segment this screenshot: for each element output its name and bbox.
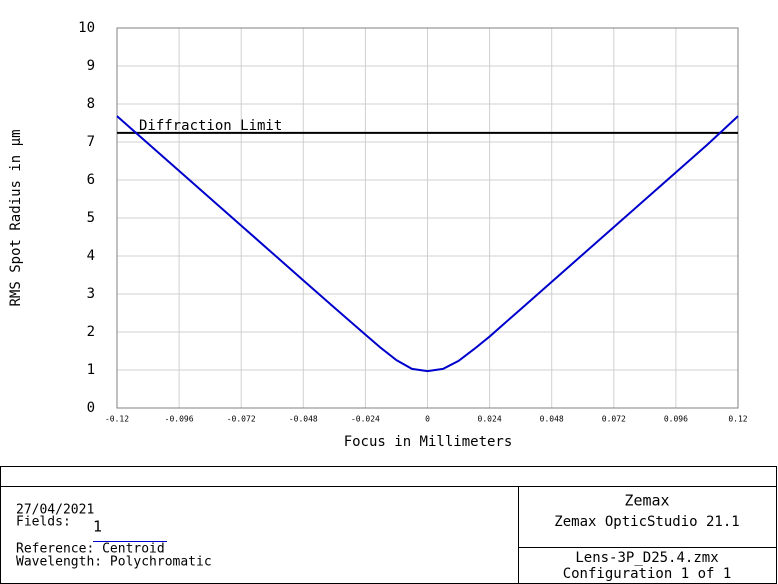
wavelength: Wavelength: Polychromatic — [16, 555, 212, 570]
x-tick-label: -0.048 — [289, 415, 318, 424]
x-tick-label: -0.072 — [227, 415, 256, 424]
company: Zemax — [624, 492, 669, 510]
diffraction-limit-label: Diffraction Limit — [139, 118, 282, 134]
y-tick-label: 3 — [87, 286, 95, 302]
plot-frame — [116, 27, 739, 409]
y-tick-label: 10 — [78, 20, 95, 36]
x-tick-label: 0 — [425, 415, 430, 424]
x-tick-label: 0.024 — [478, 415, 502, 424]
date: 27/04/2021 — [16, 503, 94, 518]
x-tick-label: 0.048 — [540, 415, 564, 424]
y-tick-label: 7 — [87, 134, 95, 150]
y-tick-label: 0 — [87, 400, 95, 416]
x-tick-label: 0.072 — [602, 415, 626, 424]
y-tick-label: 9 — [87, 58, 95, 74]
fields-label: Fields: — [16, 515, 71, 530]
y-tick-label: 4 — [87, 248, 95, 264]
y-tick-label: 2 — [87, 324, 95, 340]
x-tick-label: -0.096 — [165, 415, 194, 424]
x-tick-label: -0.024 — [351, 415, 380, 424]
x-tick-label: 0.12 — [728, 415, 747, 424]
y-tick-label: 1 — [87, 362, 95, 378]
x-tick-label: -0.12 — [105, 415, 129, 424]
y-tick-label: 8 — [87, 96, 95, 112]
fields-value: 1 — [93, 518, 102, 536]
y-tick-label: 6 — [87, 172, 95, 188]
y-axis-label: RMS Spot Radius in µm — [8, 129, 24, 306]
x-axis-label: Focus in Millimeters — [344, 434, 513, 450]
data-line — [116, 115, 739, 373]
file-name: Lens-3P_D25.4.zmx — [575, 550, 718, 566]
product: Zemax OpticStudio 21.1 — [554, 514, 739, 530]
y-tick-label: 5 — [87, 210, 95, 226]
x-tick-label: 0.096 — [664, 415, 688, 424]
configuration: Configuration 1 of 1 — [563, 566, 732, 582]
info-panel: 27/04/2021 Fields: 1 Reference: Centroid… — [0, 466, 777, 584]
reference: Reference: Centroid — [16, 542, 165, 557]
